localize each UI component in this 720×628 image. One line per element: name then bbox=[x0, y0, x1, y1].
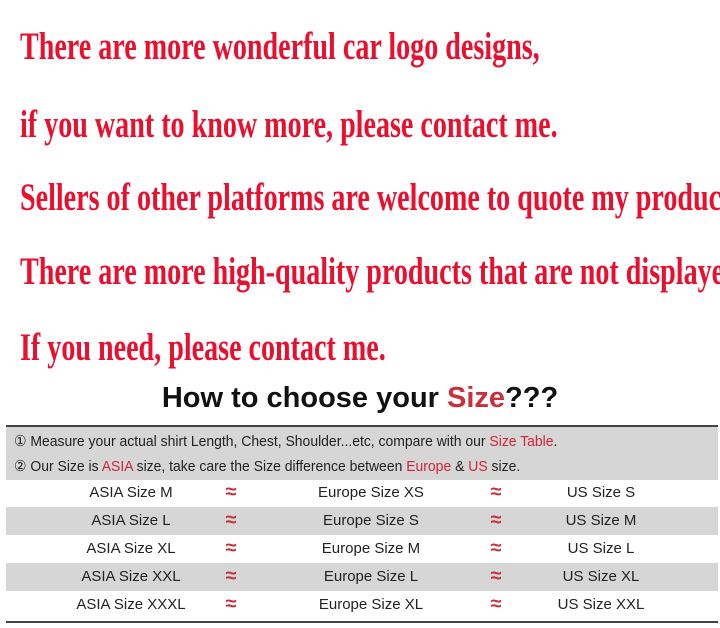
note-text: & bbox=[451, 458, 469, 475]
europe-size: Europe Size L bbox=[323, 568, 419, 585]
us-size: US Size L bbox=[567, 540, 635, 557]
note-text: Measure your actual shirt Length, Chest,… bbox=[26, 433, 490, 450]
approx-icon: ≈ bbox=[490, 537, 502, 559]
approx-icon: ≈ bbox=[225, 509, 237, 531]
note-highlight: Europe bbox=[406, 458, 452, 475]
promo-line: There are more high-quality products tha… bbox=[20, 250, 720, 293]
size-row: ASIA Size XXL ≈ Europe Size L ≈ US Size XL bbox=[6, 563, 718, 591]
note-marker: ① bbox=[14, 433, 27, 450]
size-row: ASIA Size M ≈ Europe Size XS ≈ US Size S bbox=[6, 479, 718, 507]
title-suffix: ??? bbox=[505, 382, 559, 414]
asia-size: ASIA Size L bbox=[91, 512, 171, 529]
us-size: US Size XXL bbox=[557, 596, 645, 613]
note-text: Our Size is bbox=[26, 458, 102, 475]
promo-line: If you need, please contact me. bbox=[20, 326, 386, 369]
approx-icon: ≈ bbox=[490, 481, 502, 503]
approx-icon: ≈ bbox=[225, 481, 237, 503]
approx-icon: ≈ bbox=[490, 565, 502, 587]
asia-size: ASIA Size XL bbox=[86, 540, 176, 557]
size-notes: ① Measure your actual shirt Length, Ches… bbox=[6, 425, 718, 480]
approx-icon: ≈ bbox=[490, 593, 502, 615]
size-row: ASIA Size XL ≈ Europe Size M ≈ US Size L bbox=[6, 535, 718, 563]
size-row: ASIA Size XXXL ≈ Europe Size XL ≈ US Size XX… bbox=[6, 591, 718, 619]
note-1: ① Measure your actual shirt Length, Ches… bbox=[14, 432, 557, 450]
europe-size: Europe Size XL bbox=[318, 596, 424, 613]
note-marker: ② bbox=[14, 458, 27, 475]
us-size: US Size XL bbox=[562, 568, 640, 585]
asia-size: ASIA Size M bbox=[89, 484, 173, 501]
us-size: US Size M bbox=[565, 512, 637, 529]
note-text: . bbox=[553, 433, 558, 450]
us-size: US Size S bbox=[566, 484, 636, 501]
promo-line: There are more wonderful car logo design… bbox=[20, 25, 540, 68]
promo-line: Sellers of other platforms are welcome t… bbox=[20, 176, 720, 219]
asia-size: ASIA Size XXL bbox=[81, 568, 181, 585]
asia-size: ASIA Size XXXL bbox=[76, 596, 186, 613]
note-highlight: US bbox=[468, 458, 488, 475]
approx-icon: ≈ bbox=[225, 593, 237, 615]
europe-size: Europe Size XS bbox=[318, 484, 424, 501]
note-highlight: ASIA bbox=[101, 458, 133, 475]
approx-icon: ≈ bbox=[490, 509, 502, 531]
approx-icon: ≈ bbox=[225, 565, 237, 587]
title-text: How to choose your bbox=[161, 382, 447, 414]
size-row: ASIA Size L ≈ Europe Size S ≈ US Size M bbox=[6, 507, 718, 535]
note-text: size, take care the Size difference betw… bbox=[132, 458, 407, 475]
note-highlight: Size Table bbox=[489, 433, 554, 450]
approx-icon: ≈ bbox=[225, 537, 237, 559]
promo-line: if you want to know more, please contact… bbox=[20, 103, 558, 146]
note-2: ② Our Size is ASIA size, take care the S… bbox=[14, 457, 520, 475]
note-text: size. bbox=[487, 458, 521, 475]
europe-size: Europe Size S bbox=[323, 512, 419, 529]
table-bottom-rule bbox=[6, 621, 718, 623]
europe-size: Europe Size M bbox=[321, 540, 421, 557]
title-highlight: Size bbox=[447, 382, 506, 414]
size-guide-title: How to choose your Size??? bbox=[0, 382, 720, 415]
